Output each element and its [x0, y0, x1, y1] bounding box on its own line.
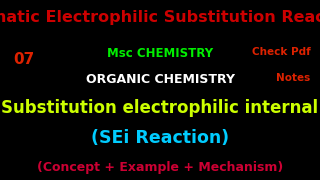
Text: Msc CHEMISTRY: Msc CHEMISTRY: [107, 47, 213, 60]
Text: 07: 07: [13, 53, 34, 68]
Text: (SEi Reaction): (SEi Reaction): [91, 129, 229, 147]
Text: (Concept + Example + Mechanism): (Concept + Example + Mechanism): [37, 161, 283, 174]
Text: Check Pdf: Check Pdf: [252, 47, 310, 57]
Text: Notes: Notes: [276, 73, 310, 83]
Text: Substitution electrophilic internal: Substitution electrophilic internal: [1, 99, 319, 117]
Text: ORGANIC CHEMISTRY: ORGANIC CHEMISTRY: [85, 73, 235, 86]
Text: Aliphatic Electrophilic Substitution Reaction: Aliphatic Electrophilic Substitution Rea…: [0, 10, 320, 25]
